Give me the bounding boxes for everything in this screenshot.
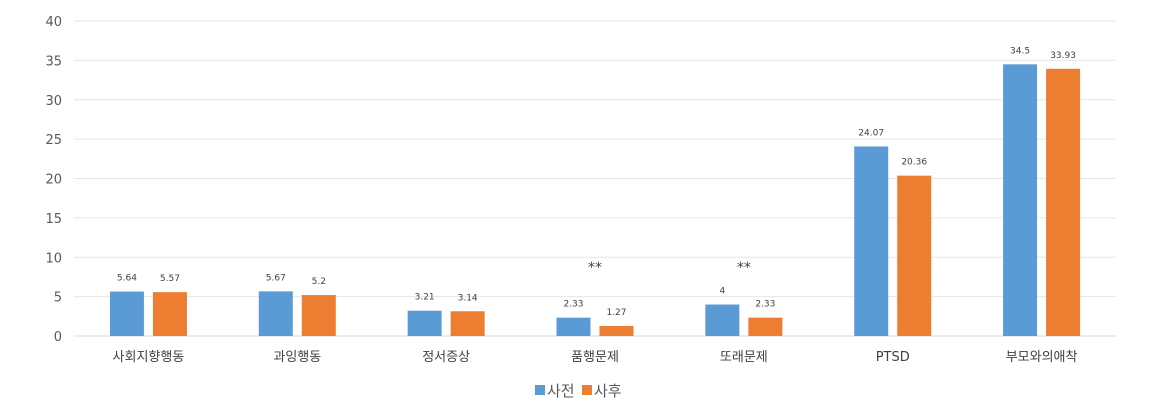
bar xyxy=(556,317,591,336)
x-tick-label: 부모와의애착 xyxy=(1006,350,1078,365)
data-label: 1.27 xyxy=(606,308,626,318)
legend-label: 사전 xyxy=(547,382,575,400)
data-label: 4 xyxy=(719,287,725,297)
bar xyxy=(152,292,187,336)
y-tick-label: 20 xyxy=(45,173,62,188)
bar xyxy=(599,325,634,336)
bar xyxy=(450,311,485,336)
bar xyxy=(1003,64,1038,336)
bar xyxy=(301,295,336,336)
data-label: 24.07 xyxy=(858,128,884,138)
data-label: 3.14 xyxy=(458,293,478,303)
y-axis: 0 5 10 15 20 25 30 35 40 xyxy=(45,15,62,345)
data-label: 33.93 xyxy=(1050,51,1076,61)
data-label: 20.36 xyxy=(901,158,927,168)
bar xyxy=(854,146,889,336)
y-tick-label: 25 xyxy=(45,133,62,148)
y-tick-label: 15 xyxy=(45,212,62,227)
x-tick-label: 정서증상 xyxy=(422,350,470,365)
x-tick-label: PTSD xyxy=(876,350,910,365)
bar xyxy=(407,310,442,336)
y-tick-label: 5 xyxy=(54,291,62,306)
legend-swatch xyxy=(535,385,545,395)
data-label: 5.57 xyxy=(160,274,180,284)
x-tick-label: 과잉행동 xyxy=(273,349,321,365)
data-label: 2.33 xyxy=(755,300,775,310)
data-label: 5.2 xyxy=(312,277,326,287)
legend-swatch xyxy=(582,385,592,395)
bar xyxy=(748,317,783,336)
y-tick-label: 35 xyxy=(45,54,62,69)
legend: 사전 사후 xyxy=(535,382,622,400)
bars xyxy=(109,64,1081,337)
bar xyxy=(258,291,293,336)
data-label: 34.5 xyxy=(1010,46,1030,56)
legend-label: 사후 xyxy=(594,382,622,400)
x-axis: 사회지향행동 과잉행동 정서증상 품행문제 또래문제 PTSD 부모와의애착 xyxy=(113,349,1078,365)
data-label: 3.21 xyxy=(415,293,435,303)
significance-marker: ** xyxy=(737,260,751,276)
x-tick-label: 또래문제 xyxy=(720,350,768,365)
data-label: 2.33 xyxy=(563,300,583,310)
y-tick-label: 30 xyxy=(45,94,62,109)
bar xyxy=(705,304,740,336)
y-tick-label: 40 xyxy=(45,15,62,30)
bar xyxy=(109,291,144,336)
bar xyxy=(1046,68,1081,337)
data-label: 5.67 xyxy=(266,273,286,283)
x-tick-label: 사회지향행동 xyxy=(113,349,185,365)
data-labels: 5.64 5.57 5.67 5.2 3.21 3.14 2.33 1.27 ** 4 2.33 **… xyxy=(117,46,1076,318)
y-tick-label: 0 xyxy=(54,330,62,345)
y-tick-label: 10 xyxy=(45,251,62,266)
significance-marker: ** xyxy=(588,260,602,276)
gridlines xyxy=(74,20,1116,337)
x-tick-label: 품행문제 xyxy=(571,349,619,365)
data-label: 5.64 xyxy=(117,274,137,284)
bar xyxy=(897,175,932,336)
